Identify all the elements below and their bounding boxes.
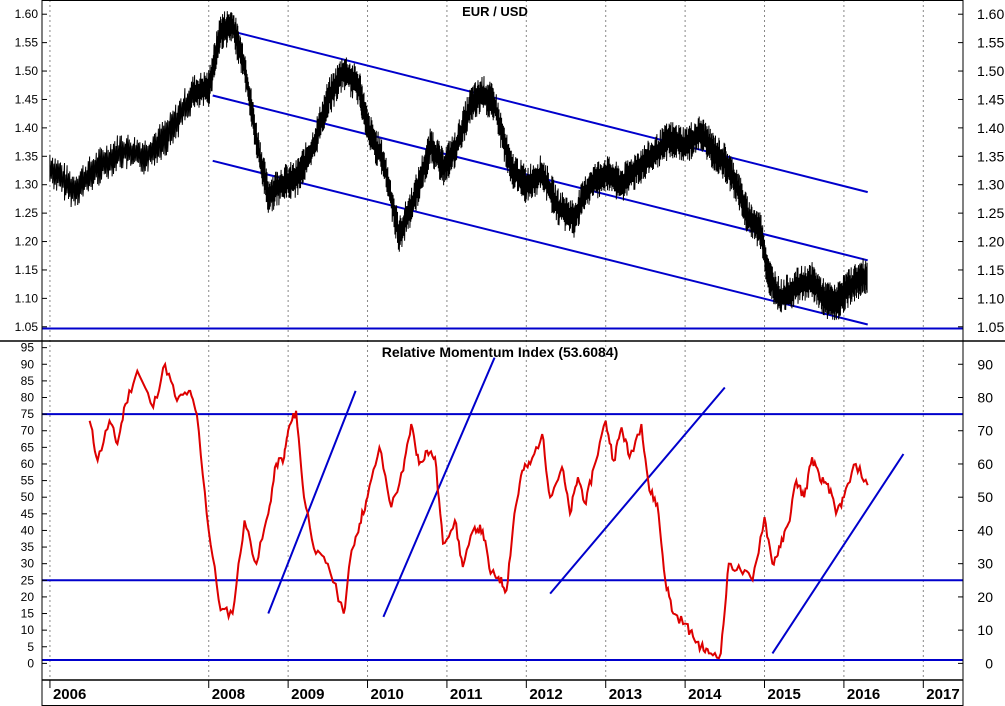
price-tick-label-left: 1.20 bbox=[15, 235, 39, 249]
price-tick-label-right: 1.50 bbox=[977, 63, 1004, 79]
momentum-tick-label-right: 0 bbox=[985, 655, 993, 671]
price-tick-label-right: 1.20 bbox=[977, 234, 1004, 250]
year-tick-label: 2010 bbox=[371, 686, 404, 703]
momentum-tick-label-left: 85 bbox=[21, 374, 35, 388]
x-axis: 2006 2008 2009 2010 2011 2012 2013 2014 2015 2016… bbox=[49, 680, 960, 703]
price-tick-label-left: 1.10 bbox=[15, 291, 39, 305]
momentum-line-trend-2015-2016 bbox=[771, 453, 905, 654]
momentum-tick-label-left: 60 bbox=[21, 457, 35, 471]
momentum-tick-label-left: 10 bbox=[21, 623, 35, 637]
price-line-upper-channel bbox=[220, 27, 868, 194]
price-y-ticks: 1.05 1.05 1.10 1.10 1.15 1.15 1.20 1.20 1.25 1.25… bbox=[15, 6, 1005, 335]
momentum-tick-label-left: 55 bbox=[21, 474, 35, 488]
momentum-tick-label-left: 90 bbox=[21, 357, 35, 371]
year-tick-label: 2017 bbox=[926, 686, 959, 703]
year-tick-label: 2014 bbox=[688, 686, 722, 703]
momentum-tick-label-right: 50 bbox=[977, 489, 993, 505]
year-tick-label: 2015 bbox=[768, 686, 801, 703]
momentum-line-trend-2012-2014 bbox=[549, 386, 726, 595]
momentum-tick-label-right: 60 bbox=[977, 456, 993, 472]
price-tick-label-left: 1.25 bbox=[15, 206, 39, 220]
price-tick-label-right: 1.40 bbox=[977, 120, 1004, 136]
price-panel: EUR / USD 1.05 1.051.10 1.101.15 1.151.20 1.… bbox=[15, 4, 1005, 335]
price-tick-label-right: 1.35 bbox=[977, 148, 1004, 164]
momentum-tick-label-left: 45 bbox=[21, 507, 35, 521]
price-tick-label-right: 1.30 bbox=[977, 177, 1004, 193]
momentum-y-ticks: 0 5 10 15 20 25 30 35 40 45 50 55 60 65 70 75 80 85 90 95 0 1… bbox=[21, 341, 994, 672]
year-tick-label: 2011 bbox=[450, 686, 483, 703]
year-tick-label: 2008 bbox=[212, 686, 245, 703]
price-panel-title: EUR / USD bbox=[462, 4, 528, 19]
momentum-line-trend-2010-2011 bbox=[382, 357, 496, 618]
year-tick-label: 2006 bbox=[53, 686, 86, 703]
momentum-panel: Relative Momentum Index (53.6084) 0 5 10 15… bbox=[21, 341, 994, 672]
year-tick-label: 2012 bbox=[529, 686, 562, 703]
price-tick-label-right: 1.45 bbox=[977, 91, 1004, 107]
price-tick-label-right: 1.60 bbox=[977, 6, 1004, 22]
momentum-tick-label-left: 30 bbox=[21, 557, 35, 571]
momentum-tick-label-left: 40 bbox=[21, 523, 35, 537]
momentum-tick-label-left: 25 bbox=[21, 573, 35, 587]
price-tick-label-left: 1.35 bbox=[15, 149, 39, 163]
momentum-tick-label-right: 20 bbox=[977, 589, 993, 605]
price-tick-label-left: 1.05 bbox=[15, 320, 39, 334]
year-tick-label: 2013 bbox=[609, 686, 642, 703]
year-tick-label: 2016 bbox=[847, 686, 880, 703]
momentum-tick-label-left: 20 bbox=[21, 590, 35, 604]
price-tick-label-right: 1.55 bbox=[977, 35, 1004, 51]
momentum-tick-label-right: 80 bbox=[977, 390, 993, 406]
momentum-tick-label-left: 15 bbox=[21, 607, 35, 621]
momentum-tick-label-right: 40 bbox=[977, 522, 993, 538]
momentum-tick-label-right: 10 bbox=[977, 622, 993, 638]
momentum-series-line bbox=[88, 361, 869, 660]
momentum-tick-label-left: 75 bbox=[21, 407, 35, 421]
price-tick-label-left: 1.30 bbox=[15, 178, 39, 192]
price-tick-label-left: 1.55 bbox=[15, 36, 39, 50]
momentum-tick-label-left: 95 bbox=[21, 341, 35, 355]
year-gridlines bbox=[49, 0, 924, 680]
momentum-tick-label-right: 90 bbox=[977, 356, 993, 372]
price-tick-label-right: 1.25 bbox=[977, 205, 1004, 221]
momentum-line-trend-2008-2009 bbox=[267, 390, 357, 614]
price-tick-label-left: 1.15 bbox=[15, 263, 39, 277]
price-tick-label-left: 1.50 bbox=[15, 64, 39, 78]
price-tick-label-right: 1.10 bbox=[977, 290, 1004, 306]
price-tick-label-left: 1.45 bbox=[15, 92, 39, 106]
year-tick-label: 2009 bbox=[291, 686, 324, 703]
momentum-tick-label-left: 70 bbox=[21, 424, 35, 438]
price-tick-label-left: 1.60 bbox=[15, 7, 39, 21]
momentum-panel-title: Relative Momentum Index (53.6084) bbox=[382, 344, 619, 360]
momentum-tick-label-left: 80 bbox=[21, 391, 35, 405]
price-tick-label-left: 1.40 bbox=[15, 121, 39, 135]
price-tick-label-right: 1.15 bbox=[977, 262, 1004, 278]
momentum-tick-label-left: 35 bbox=[21, 540, 35, 554]
price-line-lower-channel bbox=[212, 159, 868, 326]
price-series-line bbox=[49, 11, 868, 321]
momentum-tick-label-left: 0 bbox=[27, 656, 34, 670]
momentum-tick-label-left: 65 bbox=[21, 440, 35, 454]
momentum-tick-label-right: 70 bbox=[977, 423, 993, 439]
momentum-tick-label-left: 50 bbox=[21, 490, 35, 504]
momentum-tick-label-right: 30 bbox=[977, 556, 993, 572]
momentum-tick-label-left: 5 bbox=[27, 640, 34, 654]
price-tick-label-right: 1.05 bbox=[977, 319, 1004, 335]
